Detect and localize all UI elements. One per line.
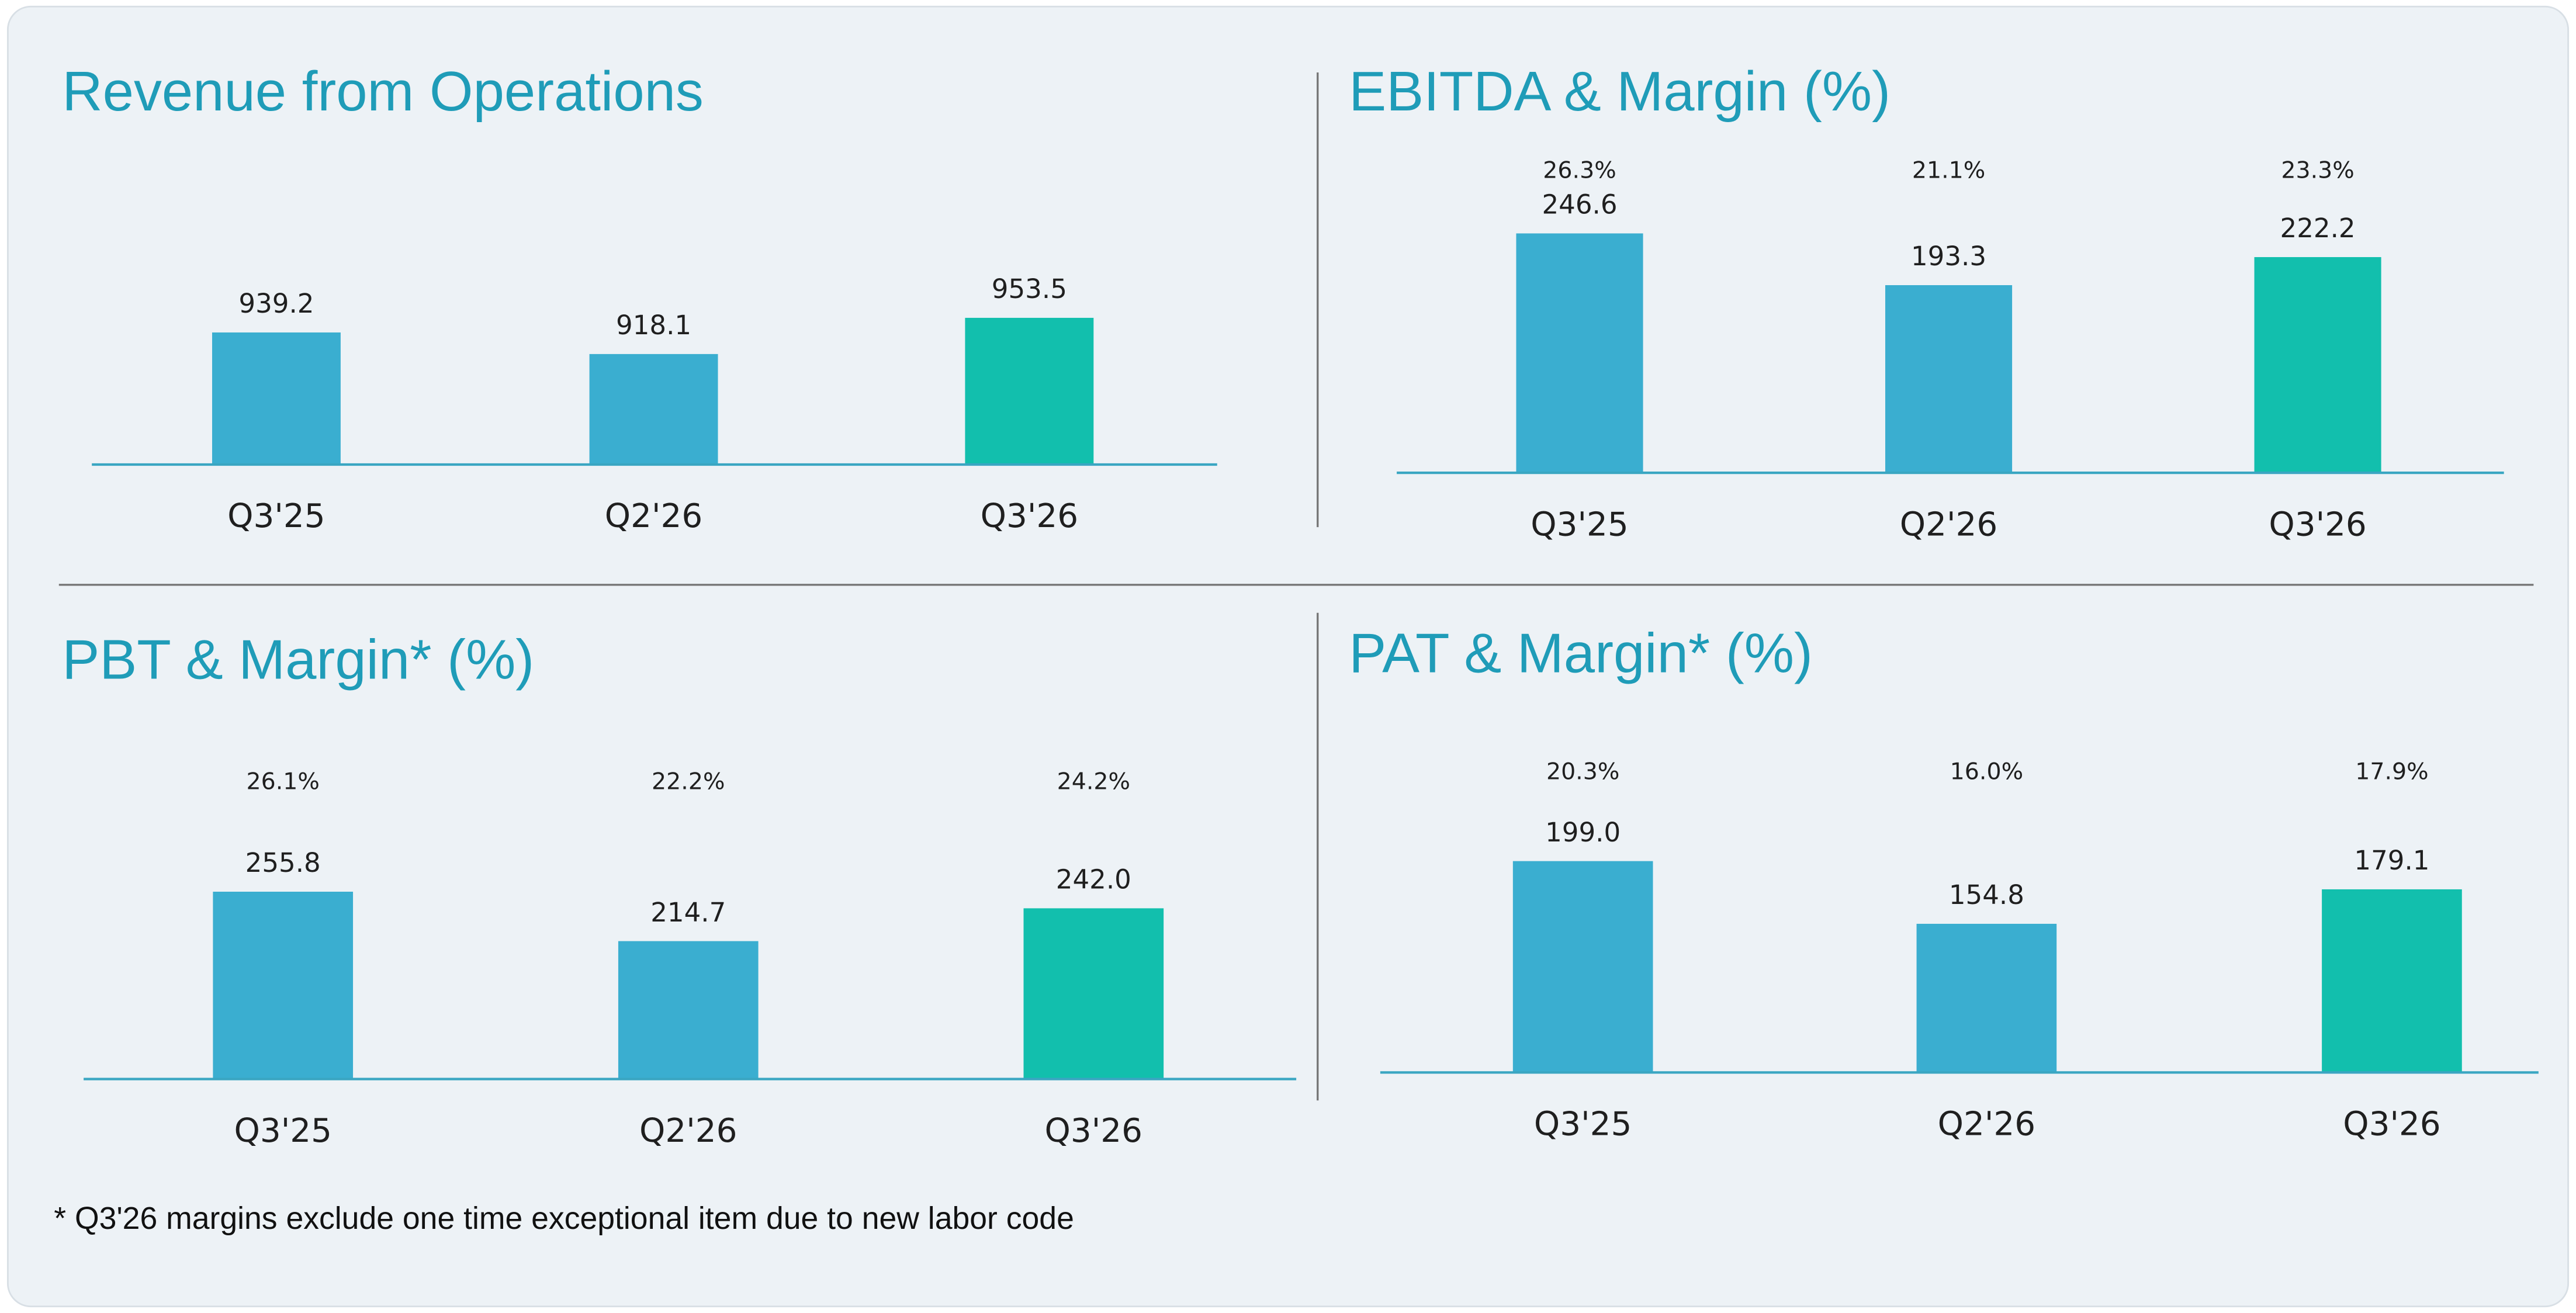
bar: [2254, 257, 2381, 473]
bar: [1512, 861, 1653, 1073]
value-label: 953.5: [992, 273, 1067, 304]
bar: [1885, 285, 2013, 473]
value-label: 255.8: [245, 847, 321, 878]
x-tick-label: Q3'25: [1534, 1106, 1632, 1144]
x-tick-label: Q3'26: [981, 497, 1078, 535]
x-tick-label: Q3'26: [1045, 1112, 1142, 1150]
x-tick-label: Q2'26: [605, 497, 702, 535]
margin-label: 16.0%: [1950, 758, 2023, 785]
value-label: 179.1: [2354, 845, 2429, 876]
x-tick-label: Q3'25: [227, 497, 325, 535]
bar: [618, 941, 759, 1079]
bar: [213, 892, 354, 1079]
x-tick-label: Q2'26: [1938, 1106, 2035, 1144]
value-label: 939.2: [238, 288, 314, 319]
value-label: 199.0: [1545, 817, 1621, 848]
margin-label: 26.1%: [247, 768, 320, 795]
x-tick-label: Q3'26: [2343, 1106, 2440, 1144]
bar: [212, 332, 341, 465]
x-tick-label: Q2'26: [639, 1112, 737, 1150]
x-tick-label: Q3'25: [1531, 505, 1628, 543]
margin-label: 22.2%: [652, 768, 725, 795]
chart-title: Revenue from Operations: [62, 60, 703, 123]
margin-label: 26.3%: [1543, 157, 1616, 183]
footnote: * Q3'26 margins exclude one time excepti…: [54, 1201, 1074, 1236]
margin-label: 23.3%: [2281, 157, 2354, 183]
bar: [1916, 923, 2057, 1073]
margin-label: 24.2%: [1057, 768, 1130, 795]
value-label: 246.6: [1542, 189, 1617, 220]
bar: [2322, 889, 2462, 1073]
chart-title: EBITDA & Margin (%): [1349, 60, 1891, 123]
value-label: 242.0: [1056, 864, 1131, 895]
value-label: 222.2: [2280, 213, 2356, 244]
value-label: 918.1: [616, 310, 691, 341]
chart-title: PBT & Margin* (%): [62, 629, 534, 691]
x-tick-label: Q3'25: [234, 1112, 331, 1150]
margin-label: 21.1%: [1912, 157, 1985, 183]
bar: [589, 354, 718, 465]
x-tick-label: Q2'26: [1900, 505, 1997, 543]
value-label: 214.7: [650, 897, 726, 928]
x-tick-label: Q3'26: [2269, 505, 2366, 543]
margin-label: 20.3%: [1546, 758, 1619, 785]
chart-title: PAT & Margin* (%): [1349, 622, 1813, 684]
bar: [1023, 908, 1164, 1079]
value-label: 193.3: [1911, 241, 1986, 272]
margin-label: 17.9%: [2355, 758, 2428, 785]
bar: [965, 317, 1094, 465]
bar: [1516, 233, 1643, 473]
value-label: 154.8: [1949, 879, 2024, 910]
